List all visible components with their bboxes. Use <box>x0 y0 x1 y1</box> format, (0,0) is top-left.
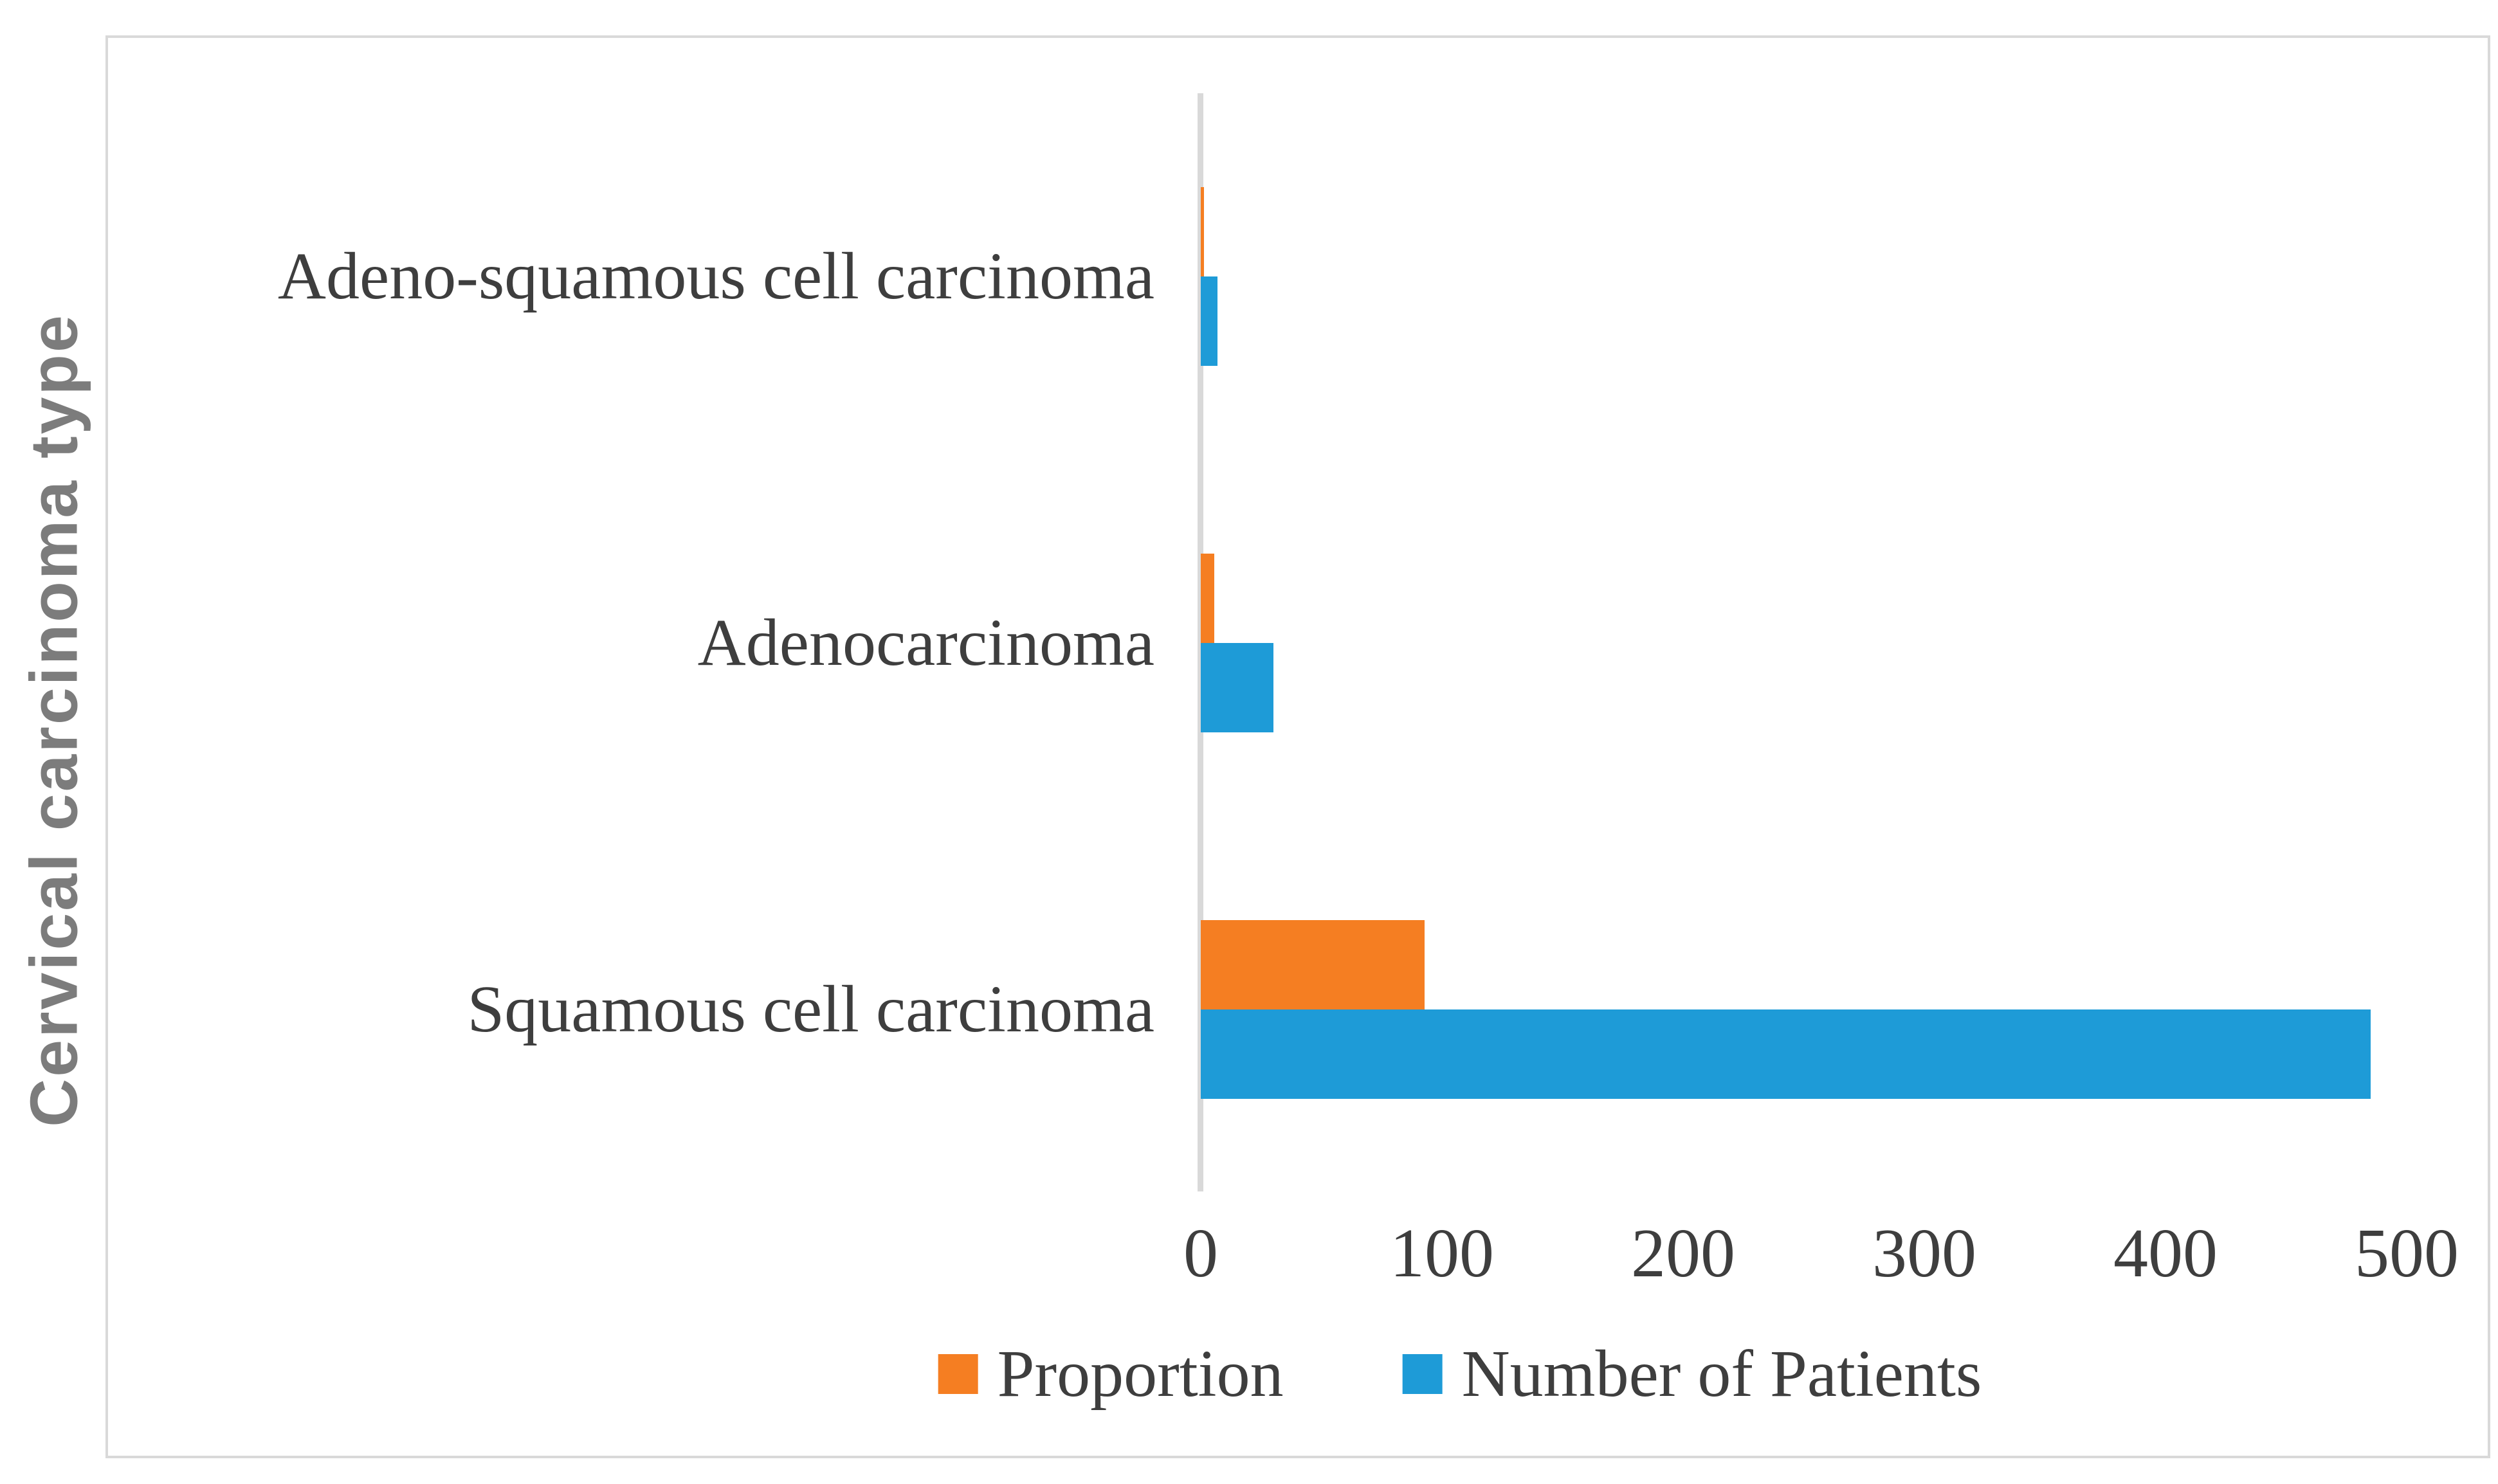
legend-label: Proportion <box>997 1337 1284 1411</box>
legend-swatch-icon <box>1402 1354 1443 1394</box>
category-label: Adeno-squamous cell carcinoma <box>277 239 1154 313</box>
bar-number-of-patients <box>1201 1009 2371 1099</box>
bar-proportion <box>1201 187 1204 276</box>
chart-border <box>105 35 2490 1458</box>
category-label: Adenocarcinoma <box>697 605 1154 680</box>
x-tick-label: 400 <box>2113 1215 2218 1292</box>
legend-item: Number of Patients <box>1402 1337 1982 1411</box>
bar-number-of-patients <box>1201 643 1273 732</box>
x-tick-label: 500 <box>2355 1215 2459 1292</box>
x-tick-label: 0 <box>1183 1215 1218 1292</box>
bar-number-of-patients <box>1201 276 1217 366</box>
value-axis-zero-line <box>1198 93 1203 1191</box>
legend-item: Proportion <box>938 1341 1284 1407</box>
legend-label: Number of Patients <box>1461 1337 1982 1411</box>
bar-proportion <box>1201 554 1214 643</box>
x-tick-label: 300 <box>1872 1215 1976 1292</box>
legend-swatch-icon <box>938 1354 978 1394</box>
legend: Proportion Number of Patients <box>938 1341 1982 1407</box>
x-tick-label: 200 <box>1631 1215 1735 1292</box>
category-label: Squamous cell carcinoma <box>467 972 1154 1046</box>
bar-proportion <box>1201 920 1425 1009</box>
x-tick-label: 100 <box>1390 1215 1494 1292</box>
